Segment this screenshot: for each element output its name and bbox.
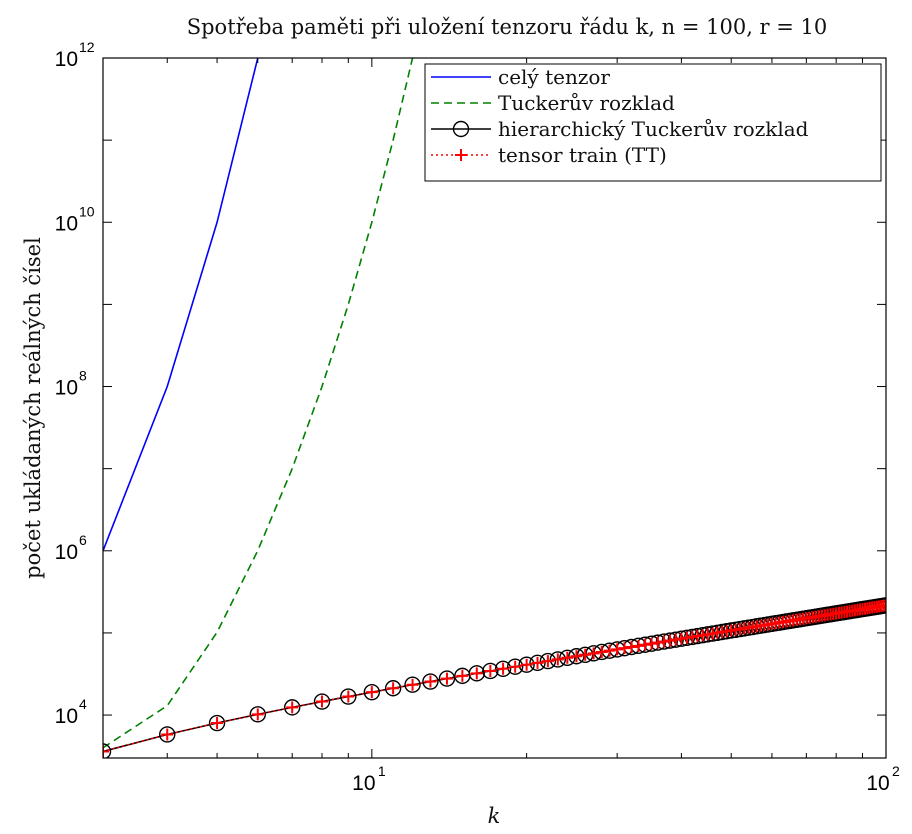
data-point-4-26 [595, 645, 608, 658]
data-point-4-23 [570, 650, 583, 663]
x-tick-exponent: 2 [892, 763, 900, 779]
chart-title: Spotřeba paměti při uložení tenzoru řádu… [187, 15, 828, 39]
legend-box [424, 63, 882, 182]
plot-frame [102, 57, 887, 759]
x-tick-exponent: 1 [378, 763, 386, 779]
legend-label-2: Tuckerův rozklad [498, 91, 675, 115]
y-tick-label: 10 [55, 705, 78, 728]
data-point-3-1 [103, 743, 112, 758]
data-point-4-31 [632, 639, 645, 652]
data-point-4-1 [103, 745, 109, 758]
y-tick-exponent: 12 [79, 39, 95, 55]
y-tick-exponent: 4 [79, 696, 87, 712]
data-point-4-15 [484, 664, 497, 677]
y-tick-label: 10 [55, 377, 78, 400]
data-point-3-4 [249, 706, 266, 723]
data-point-4-28 [611, 643, 624, 656]
data-point-4-32 [639, 638, 652, 651]
data-point-3-11 [422, 673, 439, 690]
data-point-3-19 [529, 654, 546, 672]
x-axis-label: k [488, 804, 501, 828]
series-line-2 [103, 58, 414, 749]
data-point-4-5 [286, 701, 299, 714]
data-point-4-27 [603, 644, 616, 657]
data-point-4-2 [161, 728, 174, 741]
data-point-3-17 [506, 658, 524, 675]
data-point-3-10 [404, 676, 421, 693]
data-point-4-24 [579, 648, 592, 661]
legend-label-4: tensor train (TT) [498, 143, 667, 167]
data-point-3-21 [549, 651, 567, 668]
data-point-4-17 [509, 660, 522, 673]
data-point-4-19 [531, 656, 544, 669]
y-tick-label: 10 [55, 541, 78, 564]
data-point-3-5 [283, 699, 301, 716]
data-point-4-4 [251, 708, 264, 721]
legend-marker-3 [452, 120, 470, 138]
data-point-3-23 [568, 648, 585, 665]
data-point-3-6 [313, 693, 331, 710]
data-point-3-14 [468, 665, 485, 682]
data-point-3-12 [438, 670, 456, 687]
data-point-4-8 [365, 686, 378, 699]
data-point-4-22 [561, 651, 574, 664]
data-point-4-20 [541, 655, 554, 668]
data-point-4-3 [211, 717, 224, 730]
data-point-4-6 [316, 695, 329, 708]
data-point-4-29 [618, 642, 631, 655]
data-point-3-8 [363, 683, 381, 701]
series-line-1 [103, 58, 259, 552]
legend-marker-4 [455, 149, 467, 161]
data-point-4-14 [470, 667, 483, 680]
data-point-4-10 [406, 678, 419, 691]
data-point-4-98 [880, 599, 886, 612]
data-point-4-21 [551, 653, 564, 666]
data-point-4-7 [342, 690, 355, 703]
data-point-3-22 [559, 649, 576, 666]
data-point-3-3 [208, 714, 226, 732]
legend-label-1: celý tenzor [498, 65, 610, 89]
data-point-4-18 [520, 658, 533, 671]
data-point-4-11 [424, 675, 437, 688]
data-point-3-33 [643, 635, 660, 652]
data-point-3-20 [539, 652, 557, 670]
data-point-4-13 [456, 669, 469, 682]
data-point-4-34 [651, 636, 664, 649]
series-markers-4 [103, 599, 886, 758]
data-point-3-9 [384, 680, 402, 697]
y-tick-exponent: 6 [79, 532, 87, 548]
series-layer [103, 58, 886, 758]
data-point-4-16 [497, 662, 510, 675]
data-point-4-33 [645, 637, 658, 650]
data-point-3-7 [340, 688, 357, 705]
y-tick-label: 10 [55, 48, 78, 71]
y-tick-exponent: 8 [79, 368, 87, 384]
data-point-3-18 [518, 656, 535, 673]
legend-label-3: hierarchický Tuckerův rozklad [498, 117, 809, 141]
x-tick-label: 10 [352, 772, 375, 795]
y-tick-exponent: 10 [79, 203, 95, 219]
x-tick-label: 10 [866, 772, 889, 795]
data-point-3-16 [494, 660, 512, 677]
data-point-3-34 [649, 634, 667, 651]
y-tick-label: 10 [55, 212, 78, 235]
data-point-4-12 [440, 672, 453, 685]
data-point-4-30 [625, 640, 638, 653]
data-point-4-9 [387, 682, 400, 695]
data-point-4-25 [587, 647, 600, 660]
data-point-3-15 [482, 662, 499, 680]
data-point-3-2 [159, 726, 176, 743]
y-axis-label: počet ukládaných reálných čísel [21, 237, 45, 579]
